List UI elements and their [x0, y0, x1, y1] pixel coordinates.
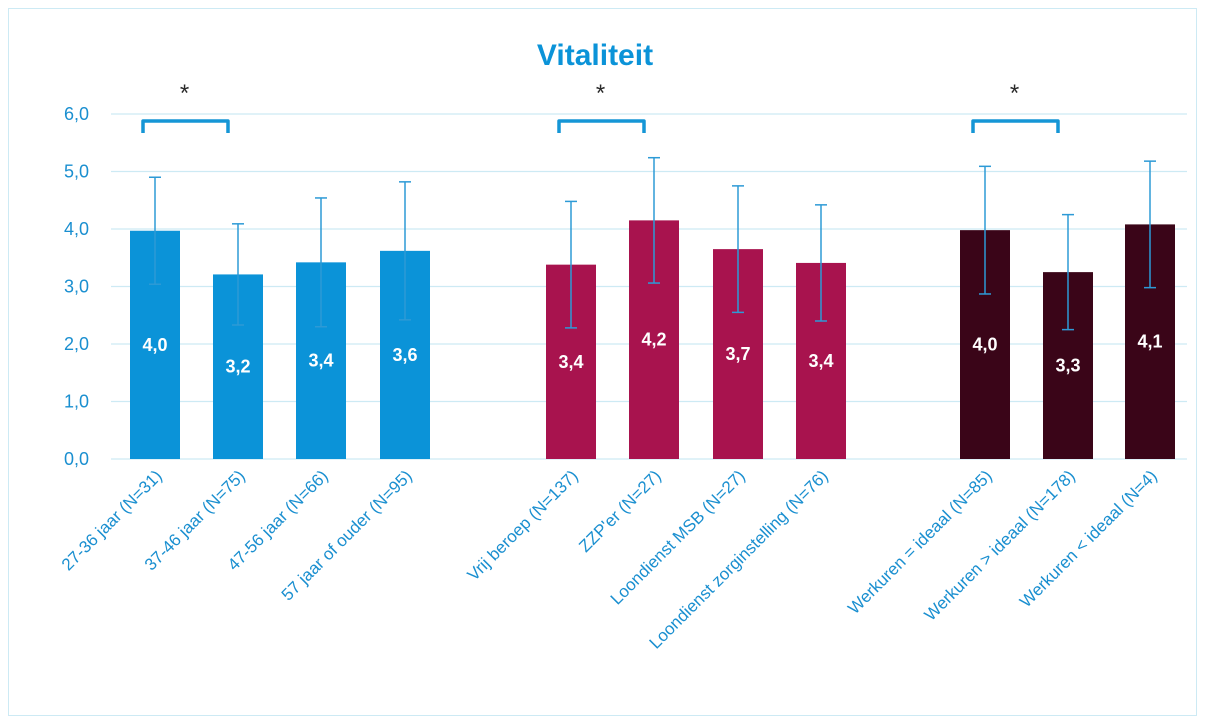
x-tick-label: Vrij beroep (N=137): [464, 466, 582, 584]
data-label: 3,7: [725, 344, 750, 364]
error-bars: [149, 156, 1156, 331]
chart-frame: Vitaliteit 0,0 1,0 2,0 3,0 4,0 5,0 6,0 4,0 3,2 3…: [8, 8, 1197, 716]
y-tick-label: 2,0: [64, 334, 89, 354]
x-tick-label: Werkuren < ideaal (N=4): [1016, 466, 1161, 611]
data-label: 4,1: [1137, 332, 1162, 352]
data-label: 4,2: [641, 330, 666, 350]
x-tick-label: Werkuren > ideaal (N=178): [921, 466, 1079, 624]
y-tick-label: 3,0: [64, 277, 89, 297]
significance-bracket: [557, 119, 646, 133]
significance-star: *: [180, 80, 189, 107]
data-label: 4,0: [142, 335, 167, 355]
bar-chart: Vitaliteit 0,0 1,0 2,0 3,0 4,0 5,0 6,0 4,0 3,2 3…: [58, 39, 1187, 653]
data-label: 4,0: [972, 335, 997, 355]
y-tick-label: 1,0: [64, 392, 89, 412]
significance-markers: * * *: [141, 80, 1060, 133]
data-label: 3,4: [558, 352, 583, 372]
data-label: 3,2: [225, 357, 250, 377]
chart-title: Vitaliteit: [537, 39, 653, 72]
x-tick-label: Loondienst MSB (N=27): [607, 466, 749, 608]
data-labels: 4,0 3,2 3,4 3,6 3,4 4,2 3,7 3,4 4,0 3,3 4,1: [142, 330, 1162, 377]
significance-bracket: [971, 119, 1060, 133]
y-tick-label: 4,0: [64, 219, 89, 239]
data-label: 3,4: [808, 351, 833, 371]
y-tick-label: 5,0: [64, 162, 89, 182]
data-label: 3,3: [1055, 356, 1080, 376]
x-axis-ticks: 27-36 jaar (N=31)37-46 jaar (N=75)47-56 …: [58, 466, 1161, 652]
x-tick-label: ZZP'er (N=27): [575, 466, 665, 556]
significance-bracket: [141, 119, 230, 133]
y-tick-label: 0,0: [64, 449, 89, 469]
significance-star: *: [1010, 80, 1019, 107]
x-tick-label: Loondienst zorginstelling (N=76): [646, 466, 832, 652]
data-label: 3,4: [308, 351, 333, 371]
significance-star: *: [596, 80, 605, 107]
x-tick-label: Werkuren = ideaal (N=85): [844, 466, 996, 618]
y-tick-label: 6,0: [64, 104, 89, 124]
data-label: 3,6: [392, 345, 417, 365]
y-axis-ticks: 0,0 1,0 2,0 3,0 4,0 5,0 6,0: [64, 104, 89, 469]
